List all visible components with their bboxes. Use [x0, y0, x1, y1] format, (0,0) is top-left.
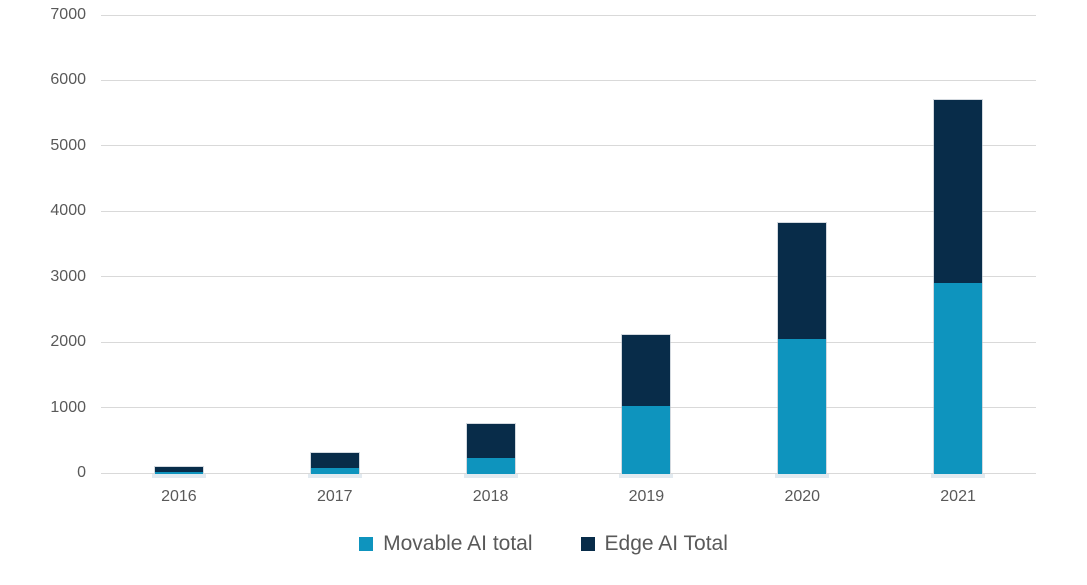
- bar-segment-2021-edge-ai-total: [934, 100, 983, 283]
- bar-stack-2019: [621, 333, 672, 474]
- x-axis-label: 2017: [316, 488, 353, 505]
- gridline: [101, 407, 1036, 409]
- bar-segment-2021-movable-ai-total: [934, 282, 983, 474]
- bar-segment-2017-movable-ai-total: [310, 468, 359, 474]
- bar-segment-2018-movable-ai-total: [466, 458, 515, 474]
- x-axis-label: 2016: [161, 488, 197, 505]
- x-axis-label: 2020: [784, 488, 821, 505]
- bar-segment-2019-edge-ai-total: [622, 334, 671, 406]
- gridline: [101, 472, 1036, 474]
- y-tick-label: 4000: [50, 202, 86, 220]
- bar-segment-2019-movable-ai-total: [622, 405, 671, 474]
- bar-shadow: [151, 474, 206, 478]
- bar-stack-2017: [309, 452, 360, 474]
- bar-segment-2020-movable-ai-total: [778, 339, 827, 474]
- legend-label-edge: Edge AI Total: [604, 532, 728, 555]
- y-tick-label: 0: [77, 464, 86, 481]
- legend-swatch-edge-icon: [580, 537, 595, 551]
- bar-shadow: [619, 474, 674, 478]
- bar-stack-2018: [465, 423, 516, 474]
- gridline: [101, 341, 1036, 343]
- legend-label-movable: Movable AI total: [383, 532, 533, 555]
- bar-shadow: [775, 474, 830, 478]
- bar-shadow: [931, 474, 986, 478]
- gridline: [101, 276, 1036, 278]
- y-tick-label: 7000: [50, 6, 86, 23]
- x-axis-label: 2021: [940, 488, 976, 505]
- chart-legend: Movable AI total Edge AI Total: [0, 529, 1087, 559]
- y-tick-label: 1000: [50, 398, 86, 416]
- y-tick-label: 5000: [50, 136, 86, 154]
- x-axis-label: 2019: [628, 488, 665, 505]
- legend-swatch-movable-icon: [359, 537, 374, 551]
- bar-segment-2017-edge-ai-total: [310, 453, 359, 469]
- bar-stack-2021: [933, 99, 984, 474]
- legend-item-movable-ai-total: Movable AI total: [359, 531, 533, 557]
- bar-segment-2016-movable-ai-total: [154, 472, 203, 474]
- y-tick-label: 2000: [50, 333, 86, 351]
- gridline: [101, 210, 1036, 212]
- bar-shadow: [463, 474, 518, 478]
- bar-shadow: [307, 474, 362, 478]
- bar-segment-2020-edge-ai-total: [778, 222, 827, 340]
- bar-stack-2016: [153, 466, 204, 474]
- gridline: [101, 79, 1036, 81]
- legend-item-edge-ai-total: Edge AI Total: [580, 531, 728, 557]
- x-axis-label: 2018: [472, 488, 509, 505]
- y-tick-label: 3000: [50, 267, 86, 285]
- bar-segment-2016-edge-ai-total: [154, 467, 203, 473]
- bar-segment-2018-edge-ai-total: [466, 424, 515, 459]
- gridline: [101, 14, 1036, 16]
- y-tick-label: 6000: [50, 71, 86, 89]
- bar-stack-2020: [777, 221, 828, 474]
- gridline: [101, 145, 1036, 147]
